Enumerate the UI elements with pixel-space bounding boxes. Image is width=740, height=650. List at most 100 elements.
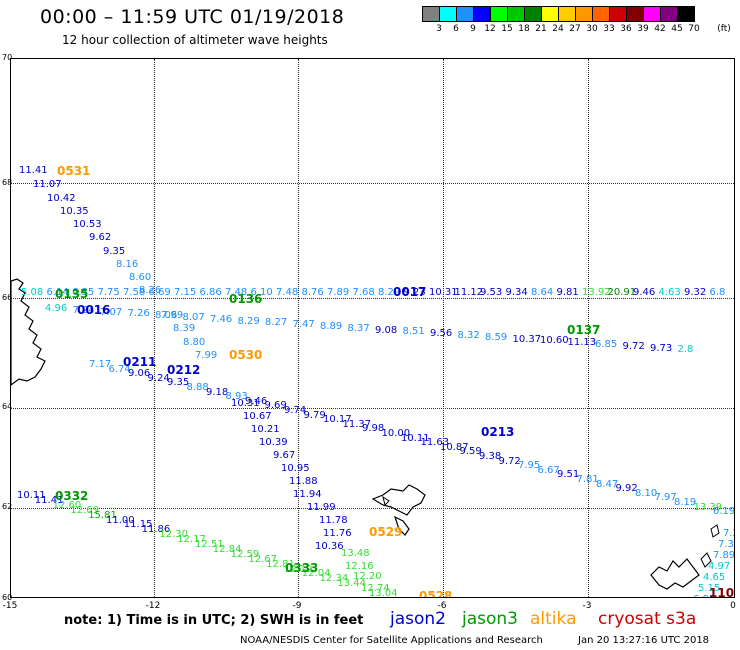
legend-label: 15 — [501, 24, 513, 34]
faroe-islands — [371, 484, 426, 516]
wave-height-value: 12.17 — [177, 534, 206, 546]
wave-height-value: 11.12 — [454, 287, 484, 298]
pass-time-label: 0332 — [55, 489, 89, 503]
legend-label: 36 — [620, 24, 632, 34]
wave-height-value: 11.76 — [323, 528, 352, 539]
wave-height-value: 10.00 — [381, 428, 411, 439]
wave-height-value: 9.56 — [430, 328, 453, 340]
legend-swatch — [610, 7, 627, 21]
wave-height-value: 8.10 — [635, 487, 658, 499]
pass-time-label: 0333 — [285, 561, 319, 575]
satellite-legend-jason2: jason2 — [390, 609, 446, 629]
wave-height-value: 10.87 — [440, 441, 469, 453]
legend-swatch — [491, 7, 508, 21]
wave-height-value: 7.48 — [276, 287, 299, 298]
latitude-label: 64 — [2, 402, 13, 411]
wave-height-value: 9.35 — [103, 246, 126, 257]
wave-height-value: 12.67 — [248, 553, 278, 565]
wave-height-value: 8.29 — [237, 315, 260, 327]
wave-height-value: 8.80 — [183, 337, 206, 348]
wave-height-value: 12.69 — [70, 504, 100, 516]
wave-height-value: 10.39 — [259, 437, 288, 448]
wave-height-value: 11.99 — [307, 502, 336, 513]
wave-height-value: 12.60 — [52, 499, 82, 511]
wave-height-value: 6.14 — [46, 287, 69, 298]
wave-height-value: 7.89 — [713, 550, 735, 561]
grid-line — [443, 59, 444, 597]
wave-height-value: 8.60 — [129, 272, 152, 283]
wave-height-value: 9.32 — [684, 287, 707, 298]
legend-swatch — [440, 7, 457, 21]
wave-height-value: 7.2 — [723, 528, 734, 539]
legend-label: 70 — [688, 24, 700, 34]
wave-height-value: 7.81 — [576, 474, 599, 485]
pass-time-label: 0136 — [229, 292, 263, 306]
wave-height-value: 9.06 — [128, 368, 151, 380]
wave-height-value: 8.07 — [182, 312, 205, 323]
wave-height-value: 9.79 — [303, 409, 326, 421]
chart-subtitle: 12 hour collection of altimeter wave hei… — [62, 33, 328, 47]
legend-swatch — [542, 7, 559, 21]
wave-height-value: 10.95 — [281, 463, 310, 474]
wave-height-value: 9.72 — [622, 340, 645, 352]
legend-swatch — [423, 7, 440, 21]
wave-height-value: 6.35 — [72, 287, 95, 298]
wave-height-value: 11.13 — [567, 337, 597, 349]
wave-height-value: 13.04 — [369, 588, 398, 598]
wave-height-value: 10.35 — [60, 206, 89, 217]
wave-height-value: 10.53 — [73, 219, 102, 230]
wave-height-value: 12.74 — [361, 583, 390, 594]
legend-label: (ft) — [717, 24, 731, 34]
longitude-label: -6 — [437, 601, 447, 611]
wave-height-value: 9.62 — [89, 232, 112, 243]
wave-height-value: 8.19 — [674, 497, 697, 508]
grid-line — [11, 298, 734, 299]
wave-height-value: 10.42 — [47, 193, 76, 204]
wave-height-value: 7.46 — [210, 313, 233, 325]
wave-height-value: 8.32 — [457, 330, 480, 341]
wave-height-value: 8.59 — [485, 331, 508, 343]
legend-label: 45 — [671, 24, 683, 34]
wave-height-value: 9.98 — [362, 423, 385, 435]
wave-height-value: 8.26 — [139, 285, 162, 296]
wave-height-value: 12.19 — [284, 563, 313, 575]
color-legend: 3 6 9 12 15 18 21 24 27 30 33 36 39 42 45 70 (ft) — [422, 6, 731, 36]
wave-height-value: 12.34 — [319, 573, 349, 585]
wave-height-value: 9.46 — [245, 395, 268, 407]
wave-height-value: 11.15 — [123, 519, 153, 531]
wave-height-value: 9.81 — [556, 287, 579, 298]
longitude-label: 0 — [730, 601, 736, 611]
shetland-islands — [650, 558, 700, 590]
wave-height-value: 10.21 — [251, 424, 280, 435]
wave-height-value: 6.86 — [199, 287, 222, 298]
satellite-legend-altika: altika — [530, 609, 577, 629]
wave-height-value: 6.69 — [148, 287, 171, 298]
wave-height-value: 12.04 — [301, 568, 331, 580]
wave-height-value: 9.08 — [375, 324, 398, 336]
wave-height-value: 13.48 — [341, 548, 370, 559]
wave-height-value: 8.16 — [116, 259, 139, 270]
pass-time-label: 1106 — [709, 586, 735, 598]
wave-height-value: 7.24 — [72, 304, 95, 316]
wave-height-value: 8.89 — [320, 321, 343, 332]
chart-title: 00:00 – 11:59 UTC 01/19/2018 — [40, 6, 345, 28]
legend-label: 39 — [637, 24, 649, 34]
wave-height-value: 10.36 — [315, 541, 344, 552]
pass-time-label: 0531 — [57, 164, 91, 178]
wave-height-value: 9.34 — [505, 287, 528, 298]
wave-height-value: 12.20 — [353, 571, 382, 582]
wave-height-value: 15.81 — [88, 509, 117, 521]
wave-height-value: 4.96 — [45, 303, 68, 314]
wave-height-value: 7.99 — [195, 350, 218, 361]
wave-height-value: 7.95 — [518, 460, 541, 472]
wave-height-value: 9.92 — [615, 483, 638, 495]
wave-height-value: 7.47 — [292, 319, 315, 331]
wave-height-value: 12.81 — [266, 558, 295, 570]
wave-height-value: 8.88 — [186, 382, 209, 393]
wave-height-value: 11.78 — [319, 515, 348, 526]
legend-label: 27 — [569, 24, 581, 34]
legend-swatch — [593, 7, 610, 21]
longitude-label: -15 — [2, 601, 18, 611]
wave-height-value: 5.08 — [21, 287, 44, 298]
legend-label: 21 — [535, 24, 547, 34]
